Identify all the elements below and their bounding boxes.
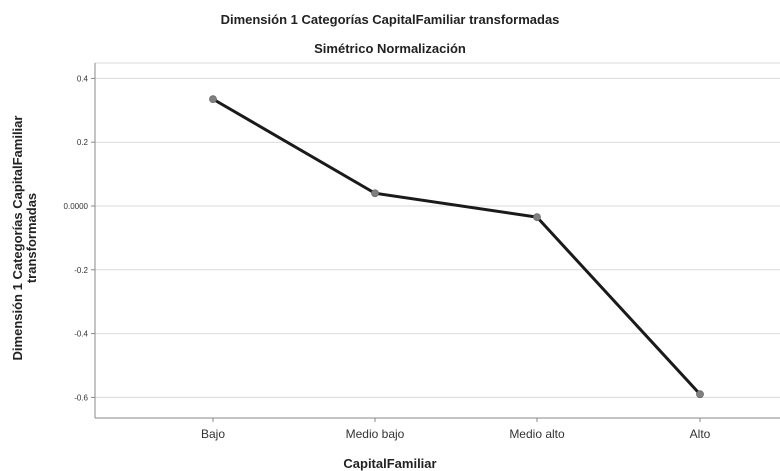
data-point bbox=[533, 213, 541, 222]
data-point bbox=[696, 390, 704, 399]
y-tick-label: -0.4 bbox=[74, 330, 88, 339]
x-tick-label: Bajo bbox=[201, 427, 225, 441]
data-point bbox=[371, 189, 379, 198]
chart-subtitle: Simétrico Normalización bbox=[314, 41, 466, 56]
x-axis-label: CapitalFamiliar bbox=[343, 456, 437, 471]
y-tick-label: 0.2 bbox=[77, 138, 89, 147]
data-point bbox=[209, 95, 217, 104]
y-tick-label: 0.0000 bbox=[64, 202, 89, 211]
y-tick-label: 0.4 bbox=[77, 74, 89, 83]
x-tick-label: Medio alto bbox=[509, 427, 565, 441]
y-tick-label: -0.2 bbox=[74, 266, 88, 275]
chart-title: Dimensión 1 Categorías CapitalFamiliar t… bbox=[220, 12, 560, 27]
x-tick-label: Alto bbox=[690, 427, 711, 441]
series-line bbox=[212, 97, 702, 396]
y-tick-label: -0.6 bbox=[74, 393, 88, 402]
x-tick-label: Medio bajo bbox=[346, 427, 405, 441]
